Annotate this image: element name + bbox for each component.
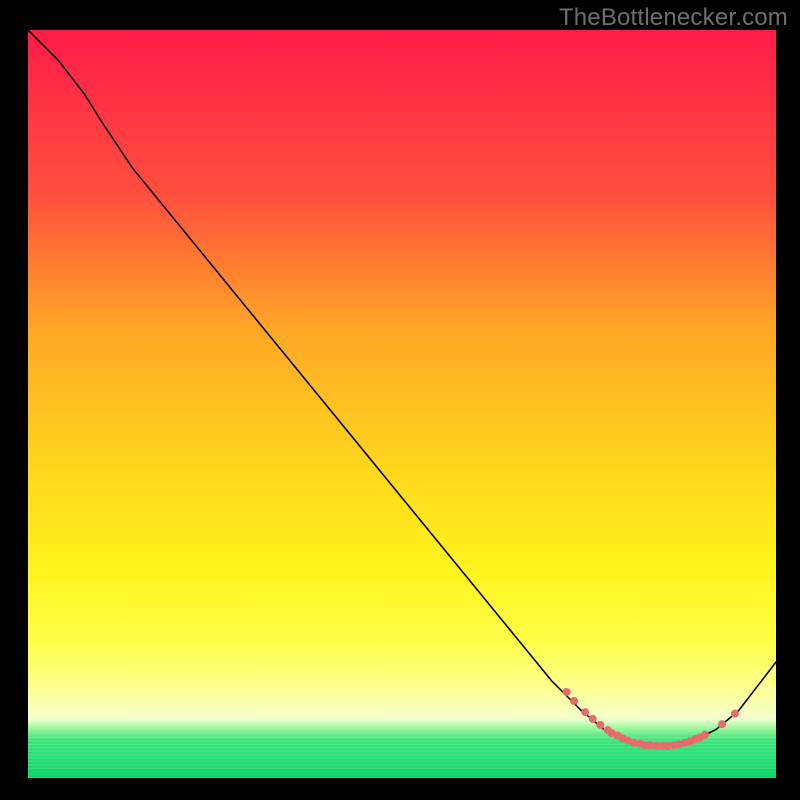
chart-frame: TheBottlenecker.com: [0, 0, 800, 800]
bottleneck-chart: [28, 30, 776, 778]
watermark-text: TheBottlenecker.com: [559, 4, 788, 32]
